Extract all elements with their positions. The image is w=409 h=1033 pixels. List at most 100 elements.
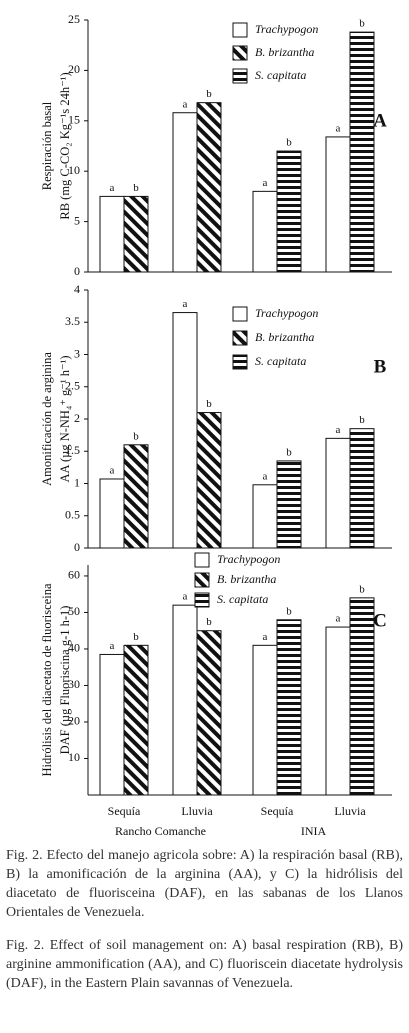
caption-es: Fig. 2. Efecto del manejo agricola sobre…	[6, 848, 403, 920]
legend-label: B. brizantha	[217, 572, 276, 586]
bar	[325, 626, 351, 796]
y-axis-label: Amonificación de arginina	[40, 352, 54, 486]
significance-letter: a	[110, 640, 115, 652]
legend-label: S. capitata	[217, 592, 268, 606]
bar	[276, 150, 302, 273]
y-tick-label: 10	[68, 163, 80, 177]
significance-letter: b	[286, 446, 292, 458]
panel-label: A	[373, 110, 387, 131]
significance-letter: b	[206, 88, 212, 100]
y-tick-label: 20	[68, 714, 80, 728]
y-tick-label: 5	[74, 213, 80, 227]
significance-letter: a	[183, 591, 188, 603]
y-tick-label: 3.5	[65, 314, 80, 328]
bar	[99, 478, 125, 549]
legend-swatch	[194, 552, 210, 568]
x-tick-label: Sequía	[261, 804, 294, 818]
legend-label: S. capitata	[255, 354, 306, 368]
significance-letter: a	[336, 122, 341, 134]
significance-letter: b	[133, 631, 139, 643]
bar	[349, 31, 375, 273]
caption-en: Fig. 2. Effect of soil management on: A)…	[6, 938, 403, 991]
y-axis-label: Respiración basal	[40, 101, 54, 190]
group-label: INIA	[301, 824, 327, 838]
significance-letter: a	[110, 182, 115, 194]
bar	[196, 412, 222, 549]
bar	[172, 604, 198, 796]
legend-label: Trachypogon	[255, 22, 318, 36]
y-tick-label: 0	[74, 540, 80, 554]
y-axis-label: DAF (µg Fluoriscina g-1 h-1)	[58, 606, 72, 755]
significance-letter: a	[263, 177, 268, 189]
y-tick-label: 60	[68, 568, 80, 582]
x-tick-label: Lluvia	[334, 804, 366, 818]
significance-letter: a	[263, 470, 268, 482]
bar	[123, 444, 149, 549]
bar	[252, 190, 278, 273]
legend-swatch	[232, 68, 248, 84]
significance-letter: b	[133, 182, 139, 194]
legend-swatch	[232, 354, 248, 370]
significance-letter: b	[359, 18, 365, 30]
significance-letter: b	[286, 605, 292, 617]
legend-label: Trachypogon	[255, 306, 318, 320]
y-tick-label: 2.5	[65, 379, 80, 393]
legend-label: B. brizantha	[255, 330, 314, 344]
y-tick-label: 15	[68, 113, 80, 127]
bar	[196, 630, 222, 796]
significance-letter: b	[359, 583, 365, 595]
x-tick-label: Lluvia	[181, 804, 213, 818]
x-tick-label: Sequía	[108, 804, 141, 818]
y-tick-label: 10	[68, 750, 80, 764]
bar	[172, 112, 198, 273]
y-tick-label: 50	[68, 604, 80, 618]
bar	[276, 619, 302, 796]
significance-letter: a	[263, 631, 268, 643]
y-tick-label: 1	[74, 475, 80, 489]
y-tick-label: 0.5	[65, 508, 80, 522]
significance-letter: a	[183, 98, 188, 110]
y-tick-label: 1.5	[65, 443, 80, 457]
y-axis-label: RB (mg C-CO₂ Kg⁻¹s 24h⁻¹)	[58, 72, 72, 219]
bar	[99, 653, 125, 796]
panel-label: B	[374, 356, 387, 377]
significance-letter: b	[359, 414, 365, 426]
bar	[99, 195, 125, 273]
y-tick-label: 25	[68, 12, 80, 26]
y-tick-label: 20	[68, 62, 80, 76]
bar	[349, 597, 375, 796]
significance-letter: b	[206, 398, 212, 410]
bar	[252, 644, 278, 796]
y-axis-label: AA (µg N-NH₄⁺ g⁻¹ h⁻¹)	[58, 355, 72, 482]
bar	[252, 484, 278, 549]
y-tick-label: 40	[68, 641, 80, 655]
legend-label: B. brizantha	[255, 45, 314, 59]
legend-label: Trachypogon	[217, 552, 280, 566]
significance-letter: a	[336, 424, 341, 436]
y-axis-label: Hidrólisis del diacetato de fluorisceina	[40, 583, 54, 776]
group-label: Rancho Comanche	[115, 824, 206, 838]
y-tick-label: 2	[74, 411, 80, 425]
y-tick-label: 0	[74, 264, 80, 278]
bar	[276, 460, 302, 549]
panel-label: C	[373, 610, 387, 631]
legend-swatch	[194, 592, 210, 608]
legend-swatch	[232, 330, 248, 346]
significance-letter: a	[183, 298, 188, 310]
legend-swatch	[232, 45, 248, 61]
significance-letter: b	[286, 137, 292, 149]
legend-label: S. capitata	[255, 68, 306, 82]
legend-swatch	[232, 306, 248, 322]
bar	[325, 437, 351, 549]
bar	[196, 102, 222, 273]
legend-swatch	[232, 22, 248, 38]
y-tick-label: 3	[74, 346, 80, 360]
bar	[123, 195, 149, 273]
legend-swatch	[194, 572, 210, 588]
bar	[123, 644, 149, 796]
bar	[349, 428, 375, 549]
significance-letter: b	[206, 616, 212, 628]
bar	[325, 136, 351, 273]
